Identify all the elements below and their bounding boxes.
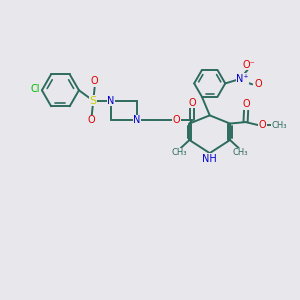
Text: CH₃: CH₃: [171, 148, 187, 157]
Text: O: O: [88, 115, 96, 125]
Text: N: N: [133, 115, 140, 125]
Text: O: O: [91, 76, 99, 86]
Text: O: O: [259, 120, 266, 130]
Text: CH₃: CH₃: [271, 121, 287, 130]
Text: Cl: Cl: [31, 84, 40, 94]
Text: NH: NH: [202, 154, 217, 164]
Text: O: O: [173, 115, 180, 125]
Text: N⁺: N⁺: [236, 74, 249, 84]
Text: CH₃: CH₃: [233, 148, 248, 157]
Text: O: O: [254, 79, 262, 89]
Text: O⁻: O⁻: [243, 60, 256, 70]
Text: S: S: [90, 96, 97, 106]
Text: O: O: [188, 98, 196, 107]
Text: O: O: [242, 100, 250, 110]
Text: N: N: [107, 96, 115, 106]
